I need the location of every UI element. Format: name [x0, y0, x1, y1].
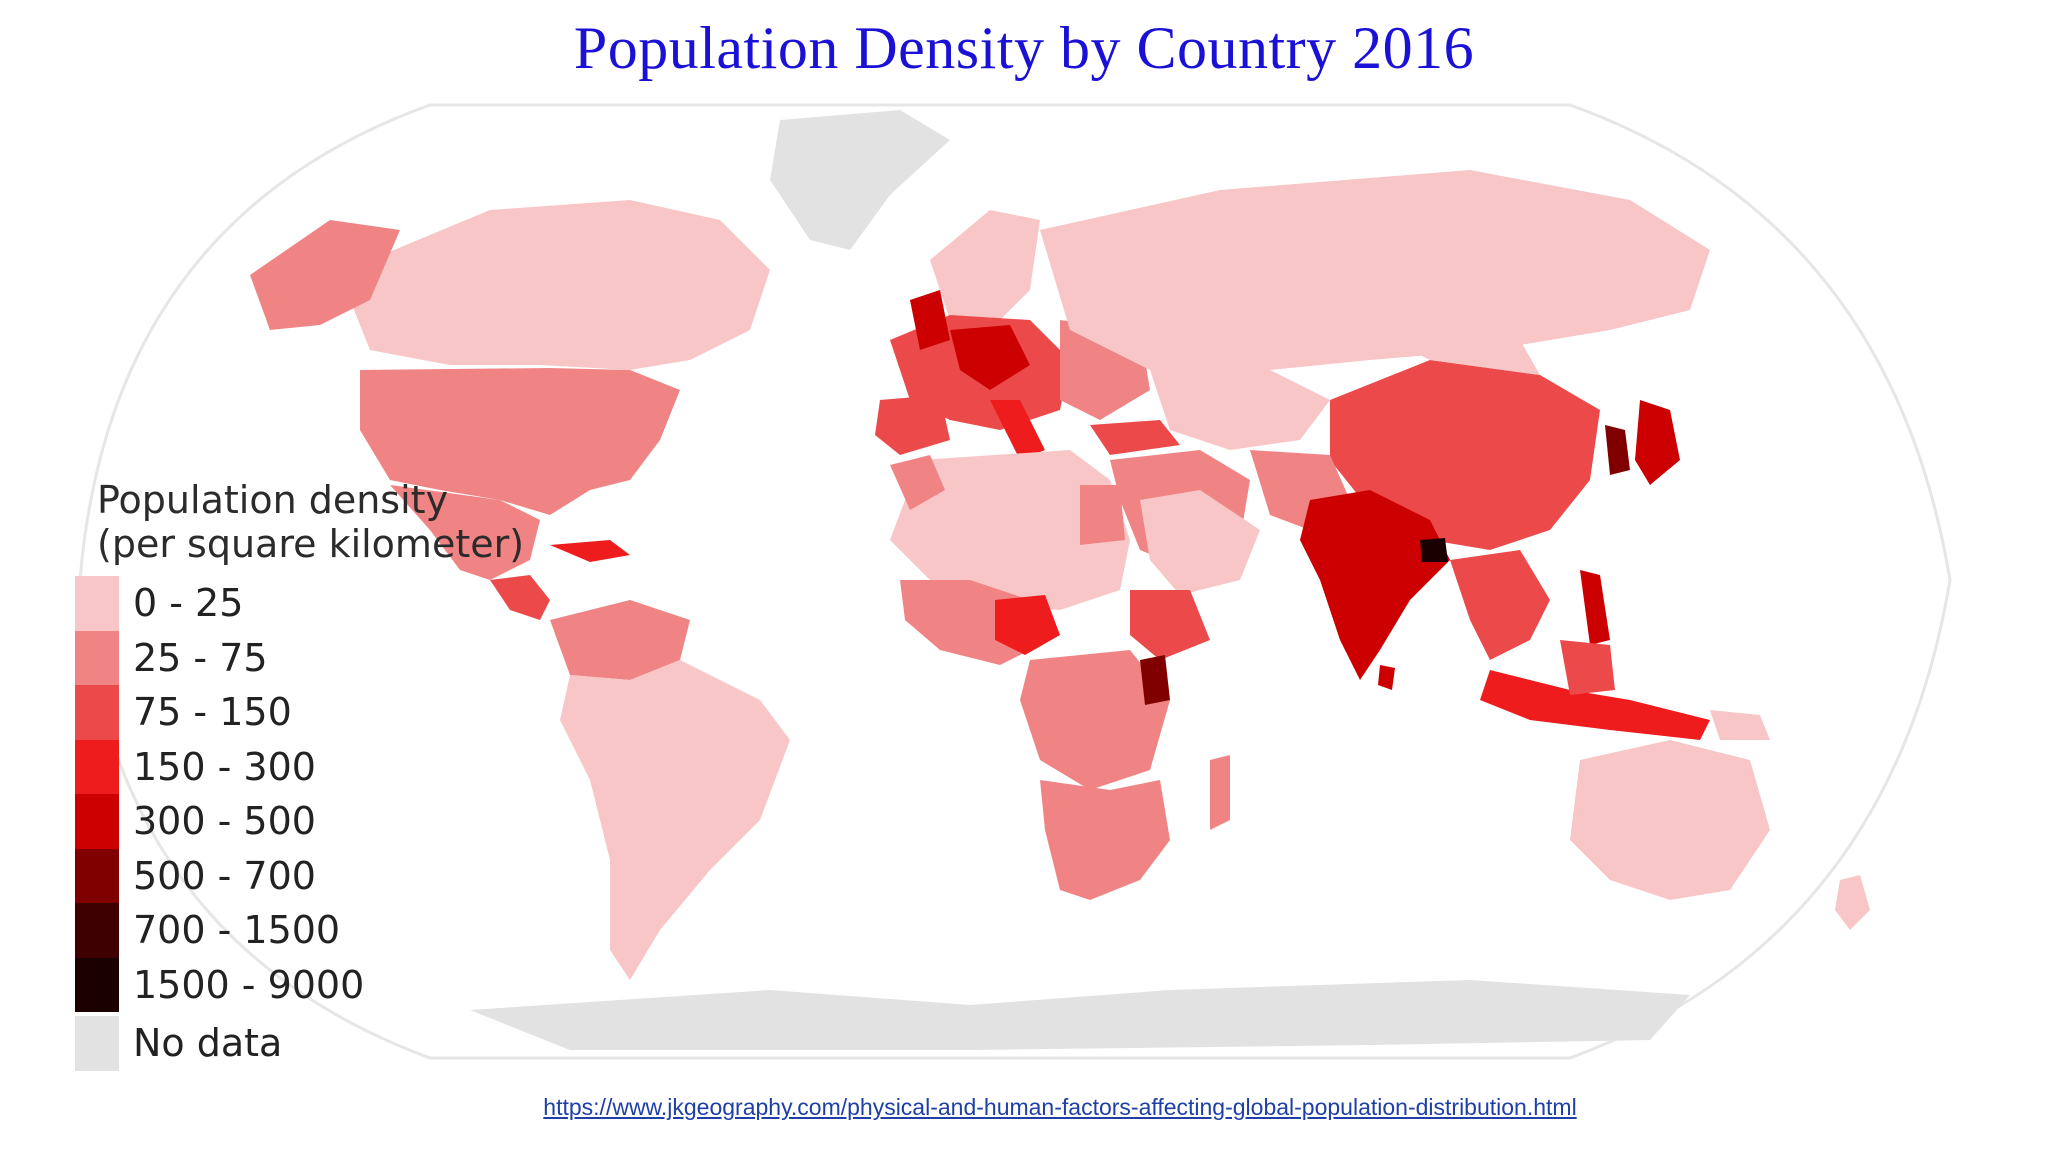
- legend-item: 1500 - 9000: [75, 957, 635, 1012]
- legend-label: 75 - 150: [133, 690, 292, 735]
- legend-item: 150 - 300: [75, 739, 635, 794]
- legend-item-no-data: No data: [75, 1016, 635, 1071]
- region-egypt: [1080, 485, 1125, 545]
- region-korea: [1605, 425, 1630, 475]
- legend-swatch: [75, 739, 119, 794]
- legend-swatch: [75, 848, 119, 903]
- region-canada: [350, 200, 770, 370]
- region-central-america: [490, 575, 550, 620]
- legend-swatch: [75, 685, 119, 740]
- region-morocco: [890, 455, 945, 510]
- legend-swatch: [75, 576, 119, 631]
- legend-rows: 0 - 25 25 - 75 75 - 150 150 - 300 300 - …: [75, 576, 635, 1071]
- region-southern-africa: [1040, 780, 1170, 900]
- legend-item: 0 - 25: [75, 576, 635, 631]
- legend-swatch: [75, 957, 119, 1012]
- legend-swatch: [75, 903, 119, 958]
- region-philippines: [1580, 570, 1610, 645]
- region-mexico: [390, 485, 540, 580]
- region-new-zealand: [1835, 875, 1870, 930]
- region-borneo: [1560, 640, 1615, 695]
- region-iberia: [875, 395, 950, 455]
- map-title: Population Density by Country 2016: [573, 15, 1475, 81]
- region-caribbean: [550, 540, 630, 562]
- region-central-africa: [1020, 650, 1170, 790]
- legend-item: 500 - 700: [75, 848, 635, 903]
- legend-label: 150 - 300: [133, 744, 316, 789]
- legend-label: 0 - 25: [133, 581, 244, 626]
- legend-item: 75 - 150: [75, 685, 635, 740]
- region-china: [1330, 360, 1600, 550]
- legend-item: 300 - 500: [75, 794, 635, 849]
- legend-item: 25 - 75: [75, 630, 635, 685]
- legend-swatch: [75, 630, 119, 685]
- region-sri-lanka: [1378, 665, 1395, 690]
- map-legend: Population density (per square kilometer…: [75, 478, 635, 1071]
- legend-label: 500 - 700: [133, 853, 316, 898]
- region-north-africa: [890, 450, 1130, 610]
- source-link[interactable]: https://www.jkgeography.com/physical-and…: [543, 1094, 1577, 1120]
- region-indochina: [1450, 550, 1550, 660]
- legend-label: 25 - 75: [133, 635, 268, 680]
- region-indonesia: [1480, 670, 1710, 740]
- region-japan: [1635, 400, 1680, 485]
- region-greenland: [770, 110, 950, 250]
- legend-label: 700 - 1500: [133, 908, 341, 953]
- region-uk: [910, 290, 950, 350]
- region-south-america-north: [550, 600, 690, 680]
- legend-label: No data: [133, 1021, 283, 1066]
- legend-label: 300 - 500: [133, 799, 316, 844]
- legend-title-line2: (per square kilometer): [97, 522, 525, 566]
- region-arabia: [1140, 490, 1260, 595]
- legend-swatch: [75, 1016, 119, 1071]
- legend-swatch: [75, 794, 119, 849]
- region-central-asia: [1150, 370, 1330, 450]
- region-turkey: [1090, 420, 1180, 455]
- region-scandinavia: [930, 210, 1040, 330]
- legend-item: 700 - 1500: [75, 903, 635, 958]
- region-ethiopia: [1130, 590, 1210, 660]
- region-bangladesh: [1420, 538, 1448, 562]
- legend-label: 1500 - 9000: [133, 962, 365, 1007]
- region-central-europe: [950, 325, 1030, 390]
- world-map-svg: [78, 103, 1952, 1060]
- region-madagascar: [1210, 755, 1230, 830]
- region-russia: [1040, 170, 1710, 370]
- region-australia: [1570, 740, 1770, 900]
- region-alaska: [250, 220, 400, 330]
- region-nigeria: [995, 595, 1060, 655]
- region-italy: [990, 400, 1045, 460]
- region-papua: [1710, 710, 1770, 740]
- region-south-america: [560, 660, 790, 980]
- region-mongolia: [1400, 340, 1540, 375]
- legend-title-line1: Population density: [97, 478, 449, 522]
- region-great-lakes: [1140, 655, 1170, 705]
- region-india: [1300, 490, 1450, 680]
- world-map: [70, 100, 1970, 1065]
- region-antarctica: [470, 980, 1690, 1050]
- region-usa: [360, 368, 680, 515]
